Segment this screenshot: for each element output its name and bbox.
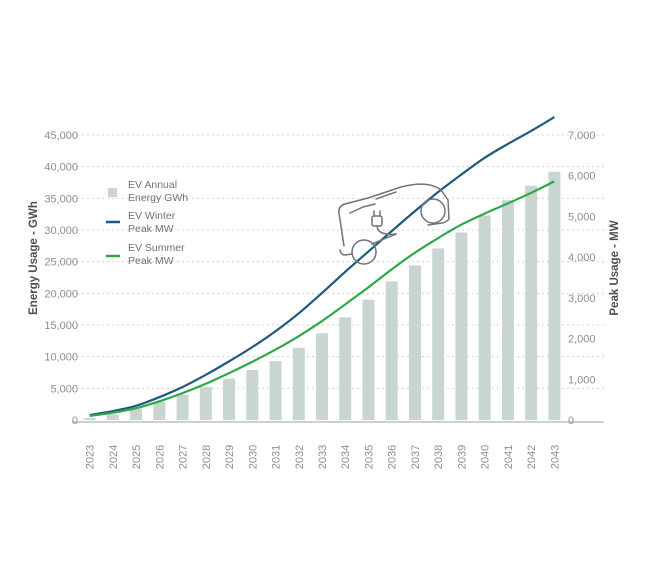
- bars: [83, 171, 561, 420]
- left-axis-title: Energy Usage - GWh: [28, 201, 40, 315]
- bar: [176, 394, 189, 420]
- bar: [269, 361, 282, 420]
- legend: EV Annual Energy GWh EV Winter Peak MW E…: [106, 179, 188, 267]
- x-axis-ticks: 2023 2024 2025 2026 2027 2028 2029 2030 2031 2032…: [85, 445, 562, 469]
- bar: [153, 401, 166, 420]
- x-tick-label: 2042: [526, 445, 538, 469]
- left-tick-label: 35,000: [44, 193, 78, 205]
- bar: [199, 387, 212, 420]
- right-tick-label: 0: [568, 415, 574, 427]
- x-tick-label: 2034: [340, 445, 352, 469]
- x-tick-label: 2036: [387, 445, 399, 469]
- bar: [292, 347, 305, 420]
- right-tick-label: 3,000: [568, 293, 596, 305]
- x-tick-label: 2026: [154, 445, 166, 469]
- legend-item-summer-peak: EV Summer Peak MW: [106, 242, 185, 267]
- left-tick-label: 45,000: [44, 130, 78, 142]
- legend-item-winter-peak: EV Winter Peak MW: [106, 210, 176, 235]
- x-tick-label: 2035: [363, 445, 375, 469]
- grid-lines: [72, 134, 604, 389]
- bar: [339, 317, 352, 420]
- legend-label-line: EV Summer: [128, 242, 185, 254]
- x-tick-label: 2032: [294, 445, 306, 469]
- bar: [223, 378, 236, 420]
- left-tick-label: 5,000: [50, 383, 78, 395]
- left-tick-label: 15,000: [44, 320, 78, 332]
- right-axis-title: Peak Usage - MW: [609, 220, 621, 315]
- x-tick-label: 2023: [85, 445, 97, 469]
- legend-label-line: Energy GWh: [128, 192, 188, 204]
- x-tick-label: 2024: [108, 445, 120, 469]
- right-tick-label: 5,000: [568, 211, 596, 223]
- x-tick-label: 2033: [317, 445, 329, 469]
- legend-label-line: EV Annual: [128, 179, 177, 191]
- bar: [316, 333, 328, 420]
- legend-item-annual-energy: EV Annual Energy GWh: [108, 179, 188, 204]
- bar: [83, 418, 96, 420]
- series-lines: [89, 116, 555, 418]
- summer-peak-line: [89, 180, 555, 418]
- right-tick-label: 6,000: [568, 171, 596, 183]
- bar: [455, 232, 468, 420]
- x-tick-label: 2025: [131, 445, 143, 469]
- x-tick-label: 2039: [456, 445, 468, 469]
- bar: [478, 215, 491, 420]
- bar: [130, 408, 143, 420]
- left-axis-ticks: 0 5,000 10,000 15,000 20,000 25,000 30,000 35,0…: [44, 130, 78, 427]
- legend-label-line: Peak MW: [128, 255, 174, 267]
- right-axis-ticks: 0 1,000 2,000 3,000 4,000 5,000 6,000 7,000: [568, 130, 596, 427]
- left-tick-label: 0: [72, 415, 78, 427]
- bar: [548, 171, 561, 420]
- bar: [408, 265, 421, 420]
- right-tick-label: 1,000: [568, 374, 596, 386]
- winter-peak-line: [89, 116, 555, 417]
- x-tick-label: 2030: [247, 445, 259, 469]
- bar: [362, 299, 375, 420]
- legend-label-line: Peak MW: [128, 223, 174, 235]
- x-tick-label: 2040: [480, 445, 492, 469]
- bar: [501, 200, 514, 420]
- left-tick-label: 40,000: [44, 162, 78, 174]
- bar: [385, 281, 398, 420]
- x-tick-label: 2028: [201, 445, 213, 469]
- bar: [525, 185, 538, 420]
- left-tick-label: 10,000: [44, 352, 78, 364]
- x-tick-label: 2041: [503, 445, 515, 469]
- right-tick-label: 4,000: [568, 252, 596, 264]
- x-tick-label: 2037: [410, 445, 422, 469]
- bar: [106, 414, 119, 420]
- x-tick-label: 2031: [271, 445, 283, 469]
- x-tick-label: 2029: [224, 445, 236, 469]
- right-tick-label: 7,000: [568, 130, 596, 142]
- legend-label-line: EV Winter: [128, 210, 176, 222]
- x-tick-label: 2027: [178, 445, 190, 469]
- left-tick-label: 20,000: [44, 288, 78, 300]
- right-tick-label: 2,000: [568, 334, 596, 346]
- ev-car-plug-icon: [338, 183, 450, 265]
- bar: [246, 369, 259, 420]
- bar: [432, 248, 445, 420]
- left-tick-label: 25,000: [44, 257, 78, 269]
- legend-square-marker: [108, 188, 117, 197]
- x-tick-label: 2043: [549, 445, 561, 469]
- left-tick-label: 30,000: [44, 225, 78, 237]
- x-tick-label: 2038: [433, 445, 445, 469]
